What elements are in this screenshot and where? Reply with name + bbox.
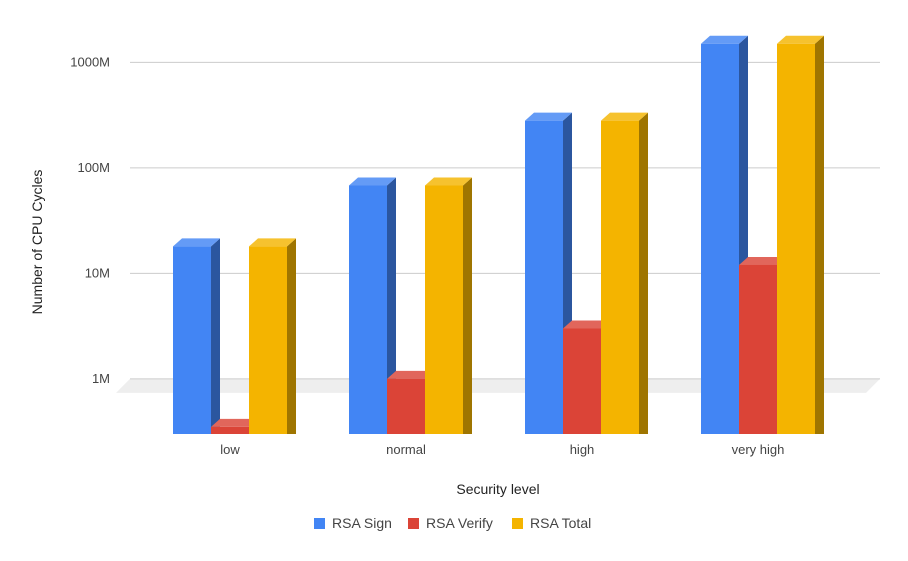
y-tick-label: 1M <box>92 371 110 386</box>
y-axis-ticks: 1M 10M 100M 1000M <box>70 54 110 386</box>
bar-front <box>701 43 739 434</box>
bar <box>173 238 220 434</box>
bar-top <box>777 35 824 44</box>
x-tick-label: low <box>220 442 240 457</box>
legend-swatch <box>408 518 419 529</box>
bar-side <box>639 112 648 434</box>
x-axis-title: Security level <box>456 481 539 497</box>
bar-top <box>701 35 748 44</box>
bar-side <box>211 238 220 434</box>
bar-side <box>463 177 472 435</box>
bar-side <box>287 238 296 434</box>
bar-front <box>425 185 463 434</box>
x-tick-label: very high <box>732 442 785 457</box>
bar-top <box>525 112 572 121</box>
bar <box>349 177 396 435</box>
bar-front <box>173 246 211 434</box>
bar-front <box>777 43 815 434</box>
legend-item: RSA Total <box>512 515 591 531</box>
bar-front <box>739 264 777 434</box>
bar <box>701 35 748 434</box>
y-tick-label: 10M <box>85 265 110 280</box>
bar-top <box>387 370 434 379</box>
bar <box>601 112 648 434</box>
bar <box>525 112 572 434</box>
x-tick-label: high <box>570 442 595 457</box>
bar-top <box>173 238 220 247</box>
x-axis-ticks: low normal high very high <box>220 442 784 457</box>
bar-top <box>211 418 258 427</box>
legend-item: RSA Sign <box>314 515 392 531</box>
legend-swatch <box>314 518 325 529</box>
bar-top <box>425 177 472 186</box>
legend-swatch <box>512 518 523 529</box>
bar <box>777 35 824 434</box>
bar-side <box>387 177 396 435</box>
bar <box>425 177 472 435</box>
legend-label: RSA Verify <box>426 515 493 531</box>
legend-label: RSA Sign <box>332 515 392 531</box>
legend-item: RSA Verify <box>408 515 493 531</box>
y-tick-label: 1000M <box>70 54 110 69</box>
bar <box>249 238 296 434</box>
y-axis-title: Number of CPU Cycles <box>29 170 45 315</box>
bar-front <box>387 378 425 434</box>
bar-top <box>563 320 610 329</box>
bar-top <box>349 177 396 186</box>
bar-top <box>249 238 296 247</box>
bar-top <box>739 256 786 265</box>
bar-side <box>815 35 824 434</box>
bar-front <box>249 246 287 434</box>
bar-front <box>211 426 249 434</box>
bars <box>173 35 824 435</box>
legend-label: RSA Total <box>530 515 591 531</box>
bar-top <box>601 112 648 121</box>
bar-front <box>349 185 387 434</box>
floor-panel <box>116 378 880 393</box>
legend: RSA Sign RSA Verify RSA Total <box>314 515 591 531</box>
gridlines <box>116 61 880 393</box>
bar-front <box>601 120 639 434</box>
y-tick-label: 100M <box>77 160 110 175</box>
bar-front <box>563 328 601 434</box>
bar-front <box>525 120 563 434</box>
x-tick-label: normal <box>386 442 426 457</box>
